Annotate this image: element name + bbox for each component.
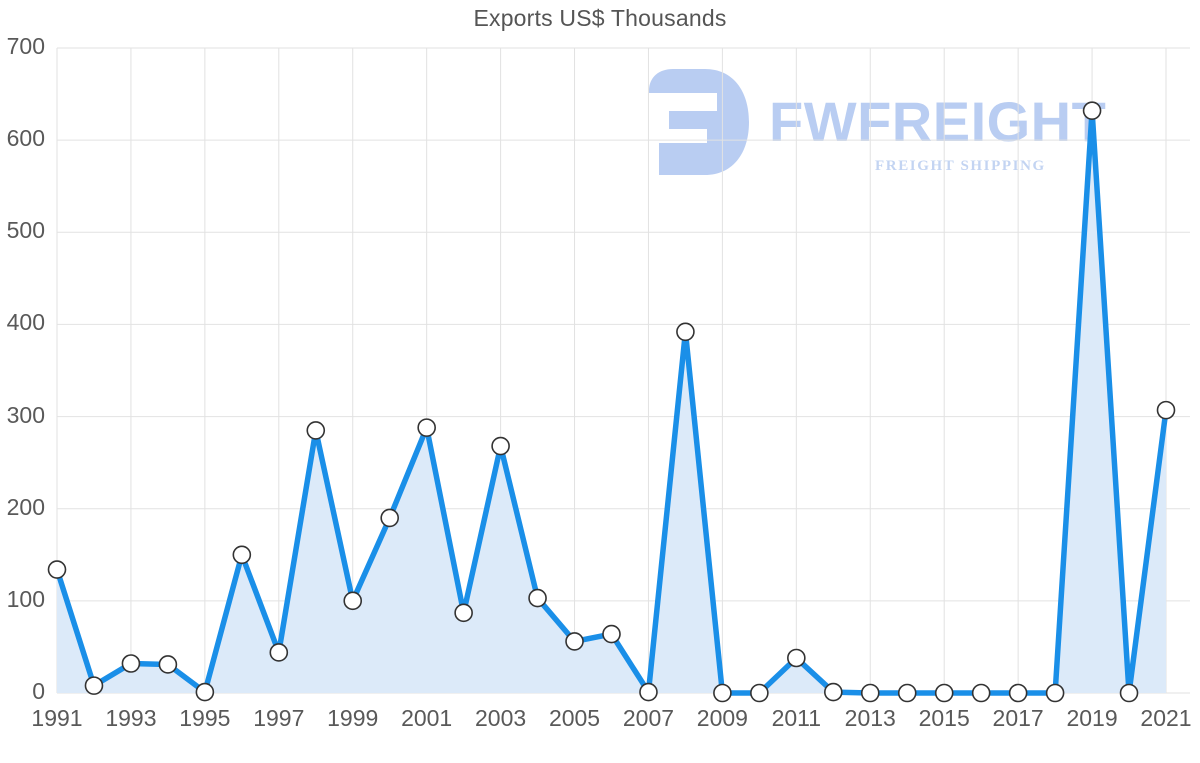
y-axis-tick-label: 600 [6,125,45,152]
x-axis-tick-label: 2017 [992,705,1044,731]
data-point[interactable] [1008,683,1028,703]
data-point[interactable] [491,436,510,456]
x-axis-tick-label: 2001 [401,705,453,731]
data-point[interactable] [750,683,769,703]
data-point[interactable] [343,591,363,611]
x-axis-tick-label: 1991 [31,705,83,731]
x-axis-tick-label: 1995 [179,705,231,731]
y-axis-tick-label: 0 [32,678,45,704]
x-axis-tick-label: 2019 [1066,705,1118,731]
data-point[interactable] [1045,683,1065,703]
y-axis-tick-label: 500 [6,217,45,244]
y-axis-tick-label: 300 [6,401,45,428]
x-axis-tick-label: 2011 [771,705,822,731]
y-axis-tick-label: 200 [6,493,45,520]
data-point[interactable] [934,683,954,703]
data-point[interactable] [306,421,326,440]
x-axis-tick-label: 2005 [548,705,601,731]
data-point-markers[interactable] [47,101,1176,703]
data-point[interactable] [787,648,806,668]
x-axis-tick-label: 2021 [1140,705,1192,731]
data-point[interactable] [602,624,621,644]
data-point[interactable] [823,682,843,702]
x-axis-tick-label: 2009 [696,705,748,731]
data-point[interactable] [121,654,141,673]
data-point[interactable] [565,632,584,651]
data-point[interactable] [232,545,252,565]
data-point[interactable] [269,643,289,662]
data-point[interactable] [454,603,473,623]
data-point[interactable] [860,683,880,703]
data-line [54,107,1169,696]
y-axis-tick-label: 700 [6,33,45,59]
data-point[interactable] [195,682,215,702]
data-point[interactable] [1082,101,1102,120]
data-point[interactable] [713,683,732,703]
data-point[interactable] [1156,400,1176,420]
data-point[interactable] [528,588,547,608]
data-point[interactable] [971,683,991,703]
data-point[interactable] [84,676,104,695]
x-axis-tick-label: 1997 [253,705,305,731]
x-axis-tick-label: 2015 [918,705,970,731]
chart-title: Exports US$ Thousands [473,5,727,31]
data-point[interactable] [417,418,436,437]
y-axis-tick-label: 100 [6,585,45,612]
x-axis-tick-label: 2007 [622,705,675,731]
data-point[interactable] [47,560,67,579]
data-point[interactable] [676,322,695,342]
x-axis-tick-label: 1999 [327,705,379,731]
grid-lines [56,47,1190,694]
x-axis-tick-label: 1993 [105,705,157,731]
area-fill [57,110,1166,693]
y-axis-tick-label: 400 [6,309,45,336]
x-axis-tick-label: 2003 [475,705,527,731]
data-point[interactable] [380,508,400,528]
data-point[interactable] [1119,683,1139,703]
x-axis-tick-label: 2013 [844,705,896,731]
data-point[interactable] [639,682,658,702]
data-point[interactable] [158,655,178,674]
data-point[interactable] [897,683,917,703]
